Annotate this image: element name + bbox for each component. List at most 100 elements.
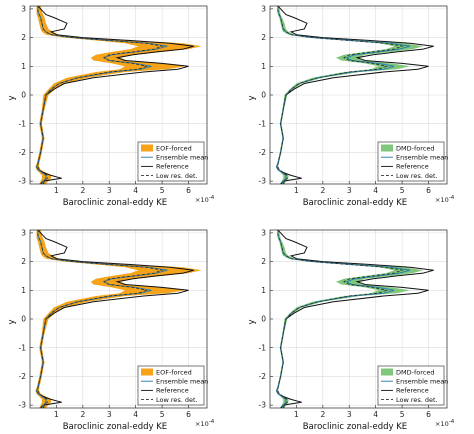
legend-box bbox=[377, 141, 445, 182]
legend-swatch-band bbox=[381, 368, 393, 376]
legend-label: Ensemble mean bbox=[156, 378, 208, 386]
legend-label: Ensemble mean bbox=[396, 378, 448, 386]
x-tick-label: 5 bbox=[400, 186, 405, 195]
x-tick-label: 1 bbox=[294, 186, 299, 195]
legend-label: Low res. det. bbox=[396, 396, 438, 404]
y-tick-label: 0 bbox=[261, 315, 266, 324]
x-scale-exponent: ×10-4 bbox=[435, 195, 455, 204]
low-res-det-line bbox=[277, 6, 404, 185]
x-tick-label: 1 bbox=[54, 410, 59, 419]
legend-label: Low res. det. bbox=[396, 172, 438, 180]
legend-label: Low res. det. bbox=[156, 172, 198, 180]
x-tick-label: 2 bbox=[320, 186, 325, 195]
y-tick-label: 3 bbox=[261, 228, 266, 237]
legend-label: EOF-forced bbox=[156, 368, 192, 376]
y-tick-label: 2 bbox=[261, 257, 266, 266]
y-tick-label: -1 bbox=[259, 119, 267, 128]
x-tick-label: 4 bbox=[373, 410, 378, 419]
y-tick-label: 2 bbox=[21, 257, 26, 266]
y-tick-label: 3 bbox=[261, 4, 266, 13]
x-tick-label: 6 bbox=[426, 186, 431, 195]
x-tick-label: 5 bbox=[160, 410, 165, 419]
x-tick-label: 3 bbox=[347, 186, 352, 195]
y-tick-label: -1 bbox=[19, 343, 27, 352]
x-scale-exponent: ×10-4 bbox=[195, 195, 215, 204]
ensemble-band bbox=[35, 230, 202, 408]
x-tick-label: 4 bbox=[133, 410, 138, 419]
y-tick-label: -2 bbox=[259, 372, 267, 381]
x-tick-label: 2 bbox=[80, 186, 85, 195]
y-tick-label: 0 bbox=[21, 315, 26, 324]
legend-swatch-band bbox=[141, 368, 153, 376]
chart-panel-1: 1 2 3 4 5 6 -3 -2 -1 0 1 2 3 Baroclinic zonal-eddy KE… bbox=[7, 4, 215, 208]
x-tick-label: 3 bbox=[347, 410, 352, 419]
y-tick-label: -3 bbox=[259, 177, 267, 186]
y-tick-label: -3 bbox=[259, 401, 267, 410]
x-tick-label: 2 bbox=[320, 410, 325, 419]
ensemble-band bbox=[35, 6, 202, 184]
x-axis-label: Baroclinic zonal-eddy KE bbox=[63, 422, 167, 432]
y-axis-label: y bbox=[247, 95, 257, 100]
y-axis-label: y bbox=[7, 95, 17, 100]
legend-label: Low res. det. bbox=[156, 396, 198, 404]
y-tick-label: 2 bbox=[21, 33, 26, 42]
y-tick-label: -2 bbox=[259, 148, 267, 157]
y-tick-label: -2 bbox=[19, 372, 27, 381]
y-tick-label: 1 bbox=[21, 286, 26, 295]
legend-label: Reference bbox=[156, 163, 189, 171]
x-scale-exponent: ×10-4 bbox=[435, 419, 455, 428]
y-tick-label: 1 bbox=[261, 286, 266, 295]
chart-panel-3: 1 2 3 4 5 6 -3 -2 -1 0 1 2 3 Baroclinic zonal-eddy KE… bbox=[7, 228, 215, 432]
legend-label: DMD-forced bbox=[396, 144, 434, 152]
legend-label: EOF-forced bbox=[156, 144, 192, 152]
legend-label: Ensemble mean bbox=[396, 154, 448, 162]
y-tick-label: 0 bbox=[21, 91, 26, 100]
y-tick-label: 3 bbox=[21, 228, 26, 237]
legend-swatch-band bbox=[381, 144, 393, 152]
low-res-det-line bbox=[277, 230, 404, 409]
y-axis-label: y bbox=[7, 319, 17, 324]
y-tick-label: 1 bbox=[21, 62, 26, 71]
y-tick-label: -3 bbox=[19, 177, 27, 186]
x-tick-label: 3 bbox=[107, 410, 112, 419]
legend-label: DMD-forced bbox=[396, 368, 434, 376]
y-tick-label: 1 bbox=[261, 62, 266, 71]
x-tick-label: 3 bbox=[107, 186, 112, 195]
x-tick-label: 1 bbox=[294, 410, 299, 419]
legend-label: Reference bbox=[396, 387, 429, 395]
low-res-det-line bbox=[37, 6, 164, 185]
legend-label: Reference bbox=[156, 387, 189, 395]
x-axis-label: Baroclinic zonal-eddy KE bbox=[303, 198, 407, 208]
x-tick-label: 4 bbox=[133, 186, 138, 195]
x-axis-label: Baroclinic zonal-eddy KE bbox=[303, 422, 407, 432]
chart-panel-4: 1 2 3 4 5 6 -3 -2 -1 0 1 2 3 Baroclinic zonal-eddy KE… bbox=[247, 228, 455, 432]
y-tick-label: -1 bbox=[19, 119, 27, 128]
x-axis-label: Baroclinic zonal-eddy KE bbox=[63, 198, 167, 208]
y-tick-label: 3 bbox=[21, 4, 26, 13]
legend-label: Ensemble mean bbox=[156, 154, 208, 162]
y-axis-label: y bbox=[247, 319, 257, 324]
y-tick-label: -3 bbox=[19, 401, 27, 410]
x-tick-label: 6 bbox=[186, 410, 191, 419]
chart-panel-2: 1 2 3 4 5 6 -3 -2 -1 0 1 2 3 Baroclinic zonal-eddy KE… bbox=[247, 4, 455, 208]
legend-label: Reference bbox=[396, 163, 429, 171]
y-tick-label: 0 bbox=[261, 91, 266, 100]
x-tick-label: 4 bbox=[373, 186, 378, 195]
legend-swatch-band bbox=[141, 144, 153, 152]
y-tick-label: -1 bbox=[259, 343, 267, 352]
x-tick-label: 2 bbox=[80, 410, 85, 419]
x-tick-label: 1 bbox=[54, 186, 59, 195]
x-tick-label: 5 bbox=[160, 186, 165, 195]
low-res-det-line bbox=[37, 230, 164, 409]
x-tick-label: 6 bbox=[186, 186, 191, 195]
y-tick-label: 2 bbox=[261, 33, 266, 42]
x-scale-exponent: ×10-4 bbox=[195, 419, 215, 428]
x-tick-label: 6 bbox=[426, 410, 431, 419]
y-tick-label: -2 bbox=[19, 148, 27, 157]
x-tick-label: 5 bbox=[400, 410, 405, 419]
